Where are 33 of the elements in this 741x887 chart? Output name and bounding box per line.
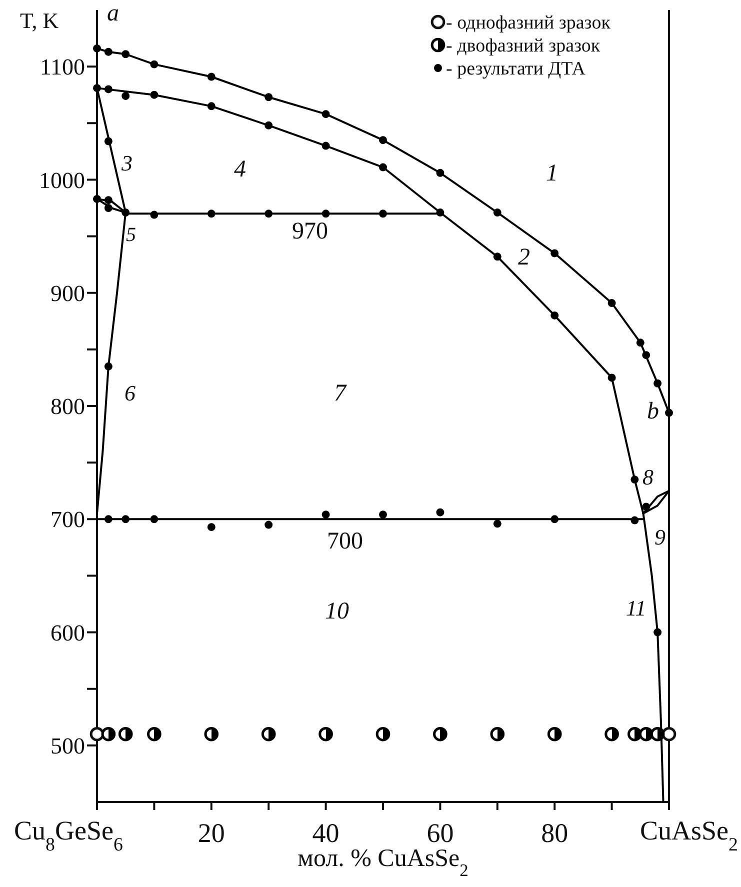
legend-label: - результати ДТА — [446, 58, 586, 80]
y-tick-label: 900 — [50, 280, 85, 306]
legend-label: - однофазний зразок — [446, 12, 612, 34]
y-tick-label: 800 — [50, 394, 85, 420]
annotation: 11 — [626, 596, 646, 621]
y-tick-label: 1000 — [39, 168, 85, 193]
y-tick-label: 600 — [50, 620, 85, 646]
text: CuAsSe$_{2}$ — [640, 815, 738, 855]
y-tick-label: 500 — [50, 733, 85, 758]
text: Cu$_{8}$GeSe$_{6}$ — [14, 815, 123, 855]
annotation: 2 — [518, 244, 530, 270]
annotation: 3 — [120, 150, 132, 176]
x-tick-label: 40 — [312, 818, 340, 848]
legend-label: - двофазний зразок — [446, 36, 601, 57]
annotation: 6 — [124, 380, 136, 406]
x-tick-label: 20 — [198, 818, 225, 848]
annotation: 4 — [234, 156, 246, 182]
y-tick-label: 1100 — [40, 54, 85, 80]
annotation: 970 — [292, 218, 328, 244]
annotation: 8 — [642, 464, 654, 490]
y-tick-label: 700 — [50, 507, 85, 532]
annotation: b — [647, 398, 659, 424]
y-axis-title: T, K — [20, 8, 59, 33]
annotation: a — [107, 0, 119, 26]
x-tick-label: 80 — [541, 818, 568, 848]
annotation: 10 — [325, 598, 349, 624]
annotation: 7 — [334, 380, 347, 406]
annotation: 1 — [546, 160, 558, 186]
x-axis-title: мол. % CuAsSe$_{2}$ — [298, 845, 468, 880]
annotation: 5 — [126, 224, 136, 246]
annotation: 9 — [654, 524, 666, 550]
x-tick-label: 60 — [426, 818, 454, 848]
annotation: 700 — [327, 528, 363, 554]
